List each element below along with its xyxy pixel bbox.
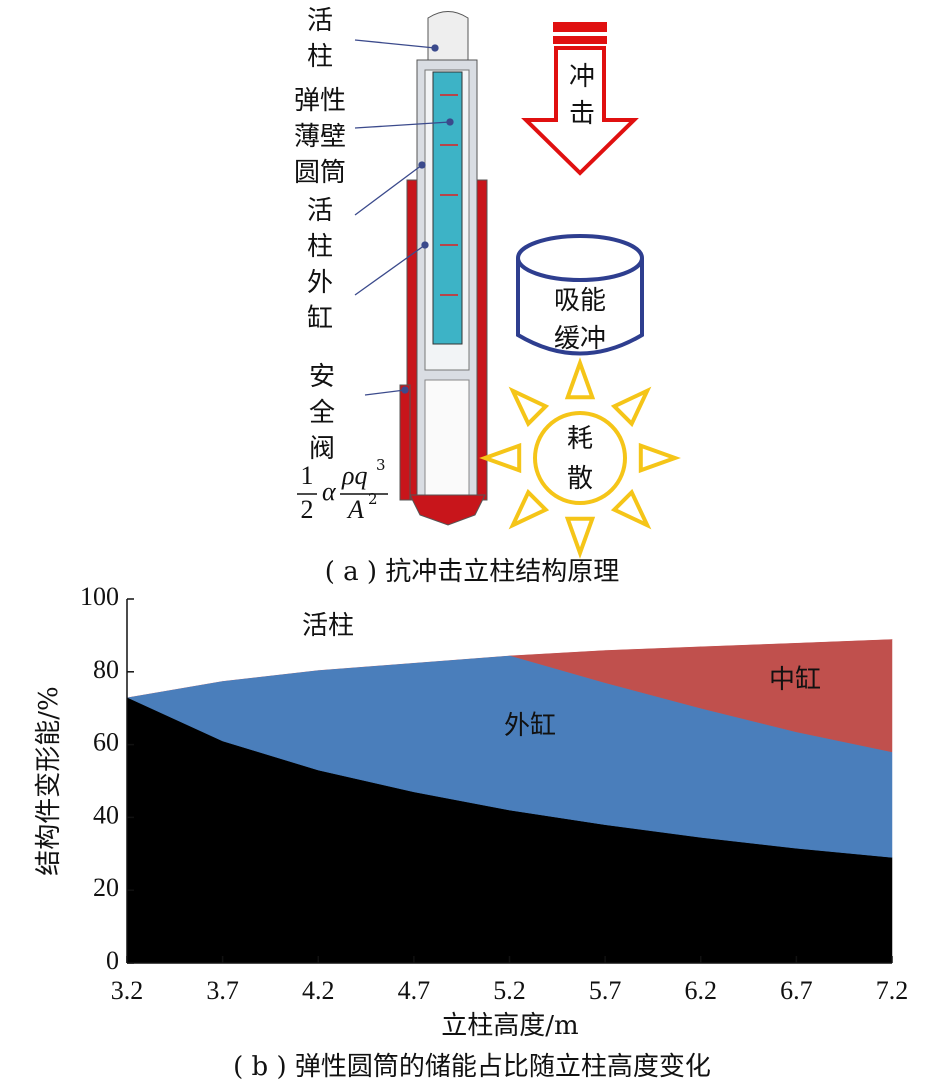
part-label: 安 — [309, 362, 335, 392]
sun-ray — [508, 386, 550, 428]
area-label: 外缸 — [504, 711, 556, 741]
y-tick-label: 80 — [93, 655, 119, 684]
part-label: 薄壁 — [294, 122, 346, 152]
formula-numerator: 1 — [301, 461, 314, 490]
x-tick-label: 4.7 — [398, 976, 431, 1005]
part-label: 活 — [307, 6, 333, 36]
x-tick-label: 6.7 — [780, 976, 813, 1005]
absorb-label: 吸能 — [554, 286, 606, 316]
absorb-cylinder — [516, 234, 644, 356]
y-axis-label: 结构件变形能/% — [34, 686, 64, 875]
dissipate-label: 耗 — [567, 424, 593, 454]
y-tick-label: 60 — [93, 728, 119, 757]
x-tick-label: 4.2 — [302, 976, 335, 1005]
part-label: 柱 — [307, 232, 333, 262]
x-tick-label: 5.2 — [493, 976, 526, 1005]
impact-label: 击 — [569, 99, 595, 129]
caption-a: ( a ) 抗冲击立柱结构原理 — [325, 557, 620, 587]
dissipate-sun — [479, 357, 681, 559]
part-label: 缸 — [307, 304, 333, 334]
x-tick-label: 7.2 — [876, 976, 909, 1005]
formula-alpha: α — [322, 477, 337, 506]
sun-ray — [508, 488, 550, 530]
plot-areas — [126, 598, 893, 964]
y-tick-label: 20 — [93, 873, 119, 902]
pillar-drawing — [399, 11, 488, 526]
sun-ray — [610, 386, 652, 428]
part-label: 柱 — [307, 42, 333, 72]
formula-rhoq: ρq — [341, 461, 367, 490]
formula-A: A — [346, 495, 364, 524]
x-axis-label: 立柱高度/m — [441, 1011, 578, 1041]
impact-arrow — [521, 22, 639, 176]
part-label: 外 — [307, 268, 333, 298]
part-label: 弹性 — [294, 86, 346, 116]
y-tick-label: 0 — [106, 946, 119, 975]
x-tick-label: 6.2 — [685, 976, 718, 1005]
dissipate-label: 散 — [567, 464, 593, 494]
formula-exp: 3 — [376, 456, 386, 474]
formula-A-exp: 2 — [368, 490, 378, 508]
sun-ray — [638, 442, 681, 474]
area-label: 活柱 — [302, 611, 354, 641]
sun-ray — [479, 442, 522, 474]
sun-ray — [564, 357, 596, 400]
part-label: 活 — [307, 196, 333, 226]
x-tick-label: 3.7 — [206, 976, 239, 1005]
formula-denominator: 2 — [301, 495, 314, 524]
part-label: 全 — [309, 398, 335, 428]
impact-label: 冲 — [569, 62, 595, 92]
x-tick-label: 3.2 — [111, 976, 144, 1005]
sun-ray — [564, 516, 596, 559]
area-label: 中缸 — [769, 665, 821, 695]
x-tick-label: 5.7 — [589, 976, 622, 1005]
caption-b: ( b ) 弹性圆筒的储能占比随立柱高度变化 — [233, 1052, 711, 1082]
area — [126, 598, 893, 698]
leader-lines — [354, 39, 454, 396]
y-tick-label: 40 — [93, 800, 119, 829]
absorb-label: 缓冲 — [554, 324, 606, 354]
part-label: 阀 — [309, 434, 335, 464]
sun-ray — [610, 488, 652, 530]
y-tick-label: 100 — [80, 582, 119, 611]
part-label: 圆筒 — [294, 158, 346, 188]
